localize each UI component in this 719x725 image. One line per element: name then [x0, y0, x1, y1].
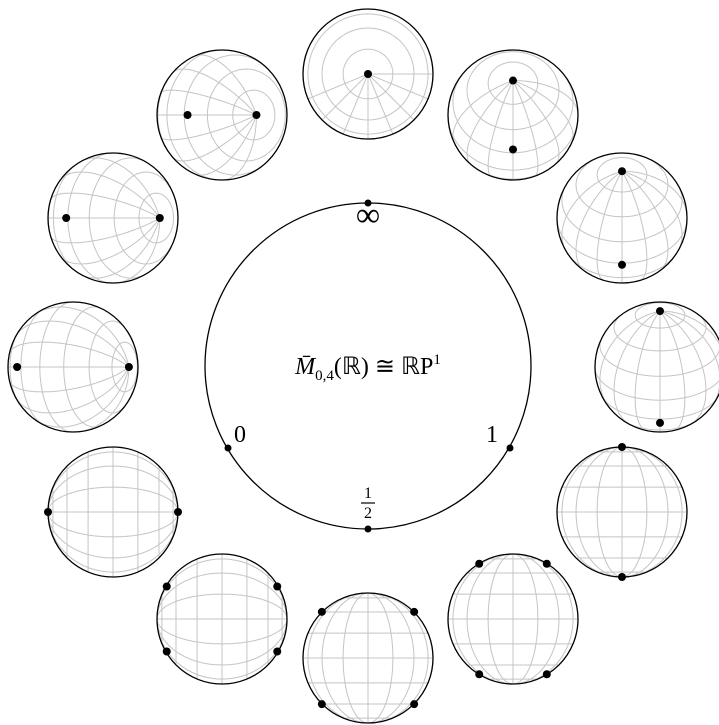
- sphere-grid: [157, 554, 287, 684]
- zero-label: 0: [234, 422, 246, 448]
- sphere-dot: [156, 214, 164, 222]
- sphere-dot: [273, 583, 281, 591]
- sphere-dot: [618, 443, 626, 451]
- point-dot: [225, 445, 232, 452]
- sphere-dot: [364, 70, 372, 78]
- infinity-label: ∞: [356, 197, 380, 234]
- sphere-dot: [44, 508, 52, 516]
- sphere-dot: [252, 111, 260, 119]
- sphere-grid: [48, 447, 178, 577]
- diagram: ∞ 0 1 1 2 M̄0,4(ℝ) ≅ ℝP1: [0, 0, 719, 725]
- half-numerator: 1: [364, 485, 372, 502]
- sphere-dot: [656, 307, 664, 315]
- sphere-outline: [595, 302, 719, 432]
- sphere-dot: [318, 700, 326, 708]
- sphere-dot: [543, 670, 551, 678]
- point-dot: [507, 445, 514, 452]
- sphere-dot: [174, 508, 182, 516]
- label-rest: (ℝ) ≅ ℝP: [334, 354, 433, 380]
- sphere-grid: [448, 554, 578, 684]
- sphere-dot: [125, 363, 133, 371]
- sphere-dot: [163, 648, 171, 656]
- sphere-dot: [13, 363, 21, 371]
- sphere-dot: [273, 648, 281, 656]
- sphere-dot: [509, 145, 517, 153]
- sphere-dot: [543, 560, 551, 568]
- sphere-dot: [475, 560, 483, 568]
- label-main: M̄: [294, 354, 317, 380]
- sphere-dot: [62, 214, 70, 222]
- label-sup: 1: [433, 352, 441, 368]
- sphere-grid: [557, 447, 687, 577]
- sphere-dot: [475, 670, 483, 678]
- sphere-dot: [509, 77, 517, 85]
- sphere-dot: [318, 608, 326, 616]
- sphere-dot: [656, 419, 664, 427]
- point-dot: [365, 526, 372, 533]
- sphere-dot: [163, 583, 171, 591]
- center-label: M̄0,4(ℝ) ≅ ℝP1: [294, 352, 441, 384]
- sphere-dot: [618, 167, 626, 175]
- one-label: 1: [486, 422, 498, 448]
- sphere-dot: [618, 261, 626, 269]
- half-denominator: 2: [364, 505, 372, 522]
- label-sub: 0,4: [315, 368, 334, 384]
- sphere-dot: [410, 700, 418, 708]
- sphere-dot: [184, 111, 192, 119]
- sphere-dot: [618, 573, 626, 581]
- sphere-dot: [410, 608, 418, 616]
